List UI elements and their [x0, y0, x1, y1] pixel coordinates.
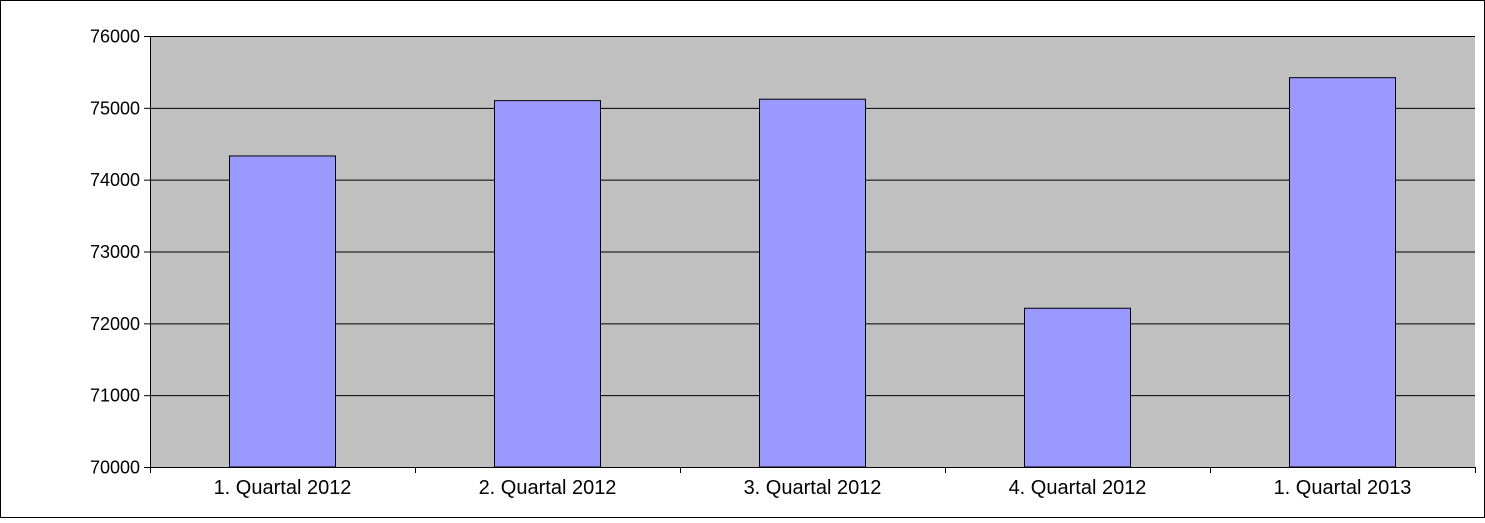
y-tick-label: 73000 [90, 242, 140, 262]
bar-4 [1024, 307, 1131, 468]
y-tick-label: 70000 [90, 458, 140, 478]
y-tick-label: 71000 [90, 386, 140, 406]
bar-2 [494, 100, 601, 468]
y-axis-tick-labels: 70000 71000 72000 73000 74000 75000 76000 [90, 27, 140, 478]
y-tick-label: 75000 [90, 98, 140, 118]
axes [144, 36, 1476, 473]
y-tick-label: 74000 [90, 170, 140, 190]
bar-series [229, 77, 1396, 468]
bar-3 [759, 98, 866, 468]
y-tick-label: 72000 [90, 314, 140, 334]
x-tick-label: 3. Quartal 2012 [744, 477, 882, 499]
bar-5 [1289, 77, 1396, 468]
bar-1 [229, 155, 336, 468]
x-axis-tick-labels: 1. Quartal 2012 2. Quartal 2012 3. Quartal… [214, 477, 1412, 499]
y-tick-label: 76000 [90, 27, 140, 47]
x-tick-label: 4. Quartal 2012 [1009, 477, 1147, 499]
x-tick-label: 1. Quartal 2013 [1274, 477, 1412, 499]
x-tick-label: 2. Quartal 2012 [479, 477, 617, 499]
x-tick-label: 1. Quartal 2012 [214, 477, 352, 499]
